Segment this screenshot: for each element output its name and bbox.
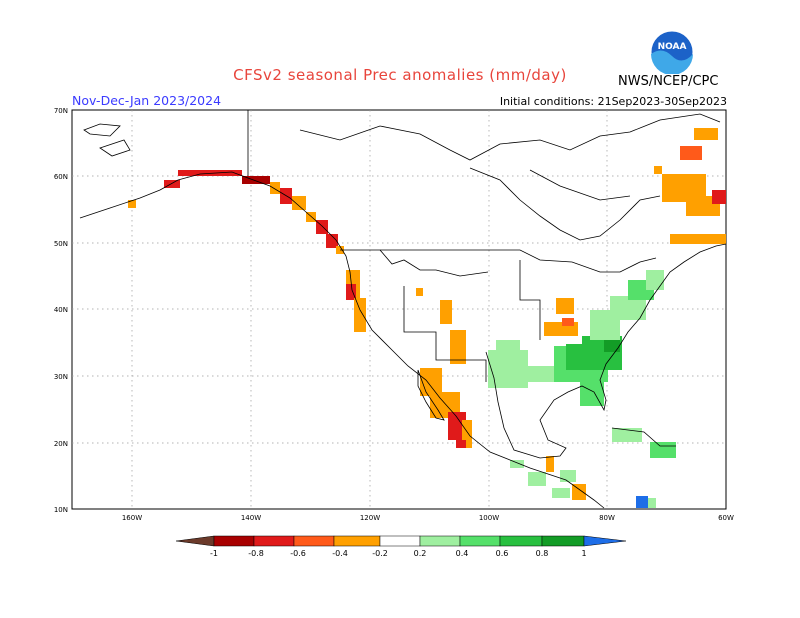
agency-label: NWS/NCEP/CPC: [618, 74, 719, 89]
colorbar-label: -1: [210, 549, 218, 558]
longitude-labels: 160W 140W 120W 100W 80W 60W: [122, 514, 734, 522]
colorbar-swatch: [333, 535, 381, 547]
colorbar-swatch: [419, 535, 461, 547]
lon-label: 140W: [241, 514, 261, 522]
lat-label: 40N: [54, 306, 68, 314]
lon-label: 80W: [599, 514, 615, 522]
colorbar-label: 0.2: [414, 549, 427, 558]
colorbar-arrow-right: [583, 535, 627, 547]
colorbar-swatch: [459, 535, 501, 547]
colorbar-swatch: [293, 535, 335, 547]
colorbar-label: 0.8: [536, 549, 549, 558]
lat-label: 50N: [54, 240, 68, 248]
lon-label: 160W: [122, 514, 142, 522]
forecast-period: Nov-Dec-Jan 2023/2024: [72, 93, 222, 108]
colorbar-label: -0.4: [332, 549, 348, 558]
colorbar: -1 -0.8 -0.6 -0.4 -0.2 0.2 0.4 0.6 0.8 1: [175, 535, 627, 558]
lat-label: 20N: [54, 440, 68, 448]
lon-label: 100W: [479, 514, 499, 522]
lat-label: 60N: [54, 173, 68, 181]
lon-label: 60W: [718, 514, 734, 522]
colorbar-label: -0.6: [290, 549, 306, 558]
chart-title: CFSv2 seasonal Prec anomalies (mm/day): [233, 66, 567, 84]
colorbar-arrow-left: [175, 535, 215, 547]
noaa-logo: NOAA: [650, 30, 694, 75]
lat-label: 30N: [54, 373, 68, 381]
colorbar-label: 0.6: [496, 549, 509, 558]
colorbar-swatch: [541, 535, 585, 547]
lon-label: 120W: [360, 514, 380, 522]
colorbar-swatch: [253, 535, 295, 547]
colorbar-label: -0.8: [248, 549, 264, 558]
lat-label: 70N: [54, 107, 68, 115]
colorbar-swatch: [379, 535, 421, 547]
colorbar-label: 0.4: [456, 549, 469, 558]
coastlines: [79, 110, 727, 509]
colorbar-label: -0.2: [372, 549, 388, 558]
initial-conditions: Initial conditions: 21Sep2023-30Sep2023: [499, 95, 727, 108]
colorbar-swatch: [213, 535, 255, 547]
latitude-labels: 70N 60N 50N 40N 30N 20N 10N: [54, 107, 68, 514]
logo-text: NOAA: [658, 42, 687, 52]
colorbar-label: 1: [581, 549, 586, 558]
lat-label: 10N: [54, 506, 68, 514]
colorbar-swatch: [499, 535, 543, 547]
